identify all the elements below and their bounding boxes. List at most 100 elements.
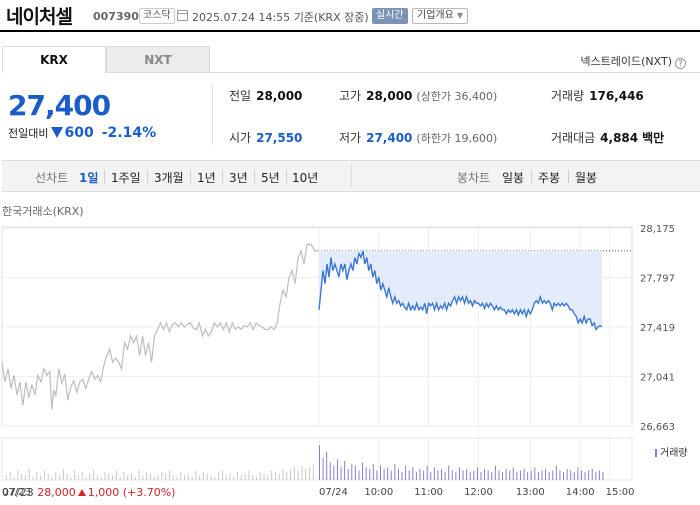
x-tick-label: 13:00 [516,487,545,498]
stat-label: 거래대금 [551,131,596,145]
volume-bar [469,472,471,480]
period-3y[interactable]: 3년 [229,171,248,185]
volume-bar [263,473,265,480]
stat-high: 고가 28,000 (상한가 36,400) [339,87,497,104]
volume-bar [548,472,550,480]
volume-bar [487,470,489,480]
company-info-dropdown[interactable]: 기업개요 ▼ [412,8,469,24]
period-daily[interactable]: 일봉 [502,171,525,185]
period-5y[interactable]: 5년 [261,171,280,185]
nxt-trade-info[interactable]: 넥스트레이드(NXT)? [580,53,686,69]
volume-bar [318,445,320,480]
stat-value: 4,884 [600,131,639,145]
volume-bar [351,464,353,480]
volume-bar [9,472,11,480]
period-bar-divider [351,165,352,188]
period-10y[interactable]: 10년 [292,171,319,185]
volume-bar [66,473,68,480]
prev-day-summary: 07/23 28,000 1,000 (+3.70%) [2,486,175,499]
volume-bar [347,468,349,480]
volume-bar [541,470,543,480]
volume-bar [516,472,518,480]
volume-bar [225,475,227,480]
volume-bar [21,473,23,480]
volume-bar [199,475,201,480]
volume-bar [180,472,182,480]
period-1w[interactable]: 1주일 [111,171,141,185]
volume-bar [527,472,529,480]
volume-bar [13,476,15,480]
volume-bar [157,475,159,480]
volume-bar [383,468,385,480]
volume-bar [545,468,547,480]
volume-bar [240,475,242,480]
volume-bar [523,468,525,480]
volume-bar [282,468,284,480]
x-tick-label: 12:00 [464,487,493,498]
volume-bar [297,470,299,480]
volume-bar [415,472,417,480]
volume-bar [329,462,331,480]
stat-value: 28,000 [366,89,413,103]
period-monthly[interactable]: 월봉 [575,171,598,185]
volume-bar [149,473,151,480]
stat-value: 27,400 [366,131,413,145]
volume-bar [293,467,295,480]
volume-bar [333,465,335,480]
stat-label: 고가 [339,89,362,103]
stock-header: 네이처셀 007390 코스닥 2025.07.24 14:55 기준(KRX … [0,0,700,32]
separator [286,170,287,183]
volume-bar [312,464,314,480]
prev-day-change: 1,000 [87,486,120,499]
separator [531,170,532,183]
volume-bar [255,476,257,480]
volume-bar [580,470,582,480]
volume-bar [108,473,110,480]
volume-swatch [655,449,657,457]
volume-bar [74,470,76,480]
volume-bar [85,476,87,480]
period-weekly[interactable]: 주봉 [538,171,561,185]
volume-bar [537,472,539,480]
volume-bar [491,472,493,480]
x-tick-label: 15:00 [606,487,635,498]
today-line [318,250,603,332]
volume-frame [1,437,633,481]
stock-code: 007390 [93,10,139,23]
volume-bar [274,472,276,480]
volume-bar [494,465,496,480]
volume-bar [451,470,453,480]
help-icon[interactable]: ? [675,58,686,69]
volume-bar [376,470,378,480]
y-tick-label: 27,419 [640,323,675,334]
volume-bar [221,470,223,480]
volume-bar [168,470,170,480]
up-triangle-icon [77,489,86,496]
down-triangle-icon [51,127,64,138]
volume-bar [433,467,435,480]
volume-bar [365,467,367,480]
volume-bar [206,473,208,480]
period-1y[interactable]: 1년 [197,171,216,185]
stats-divider [212,85,213,145]
volume-bar [552,470,554,480]
realtime-button[interactable]: 실시간 [372,8,408,24]
volume-bar [59,475,61,480]
volume-bar [369,468,371,480]
tab-krx[interactable]: KRX [2,46,106,73]
tab-nxt[interactable]: NXT [106,46,210,73]
stat-prev-close: 전일 28,000 [229,87,302,104]
stat-label: 저가 [339,131,362,145]
period-3m[interactable]: 3개월 [154,171,184,185]
quote-datetime: 2025.07.24 14:55 기준(KRX 장중) [192,9,369,25]
basis-text: 기준(KRX 장중) [293,11,369,24]
nxt-trade-label: 넥스트레이드(NXT) [580,55,672,68]
separator [147,170,148,183]
calendar-icon [177,10,188,21]
volume-bar [244,473,246,480]
volume-bar [591,468,593,480]
volume-bar [172,475,174,480]
period-1d[interactable]: 1일 [79,171,99,185]
separator [190,170,191,183]
